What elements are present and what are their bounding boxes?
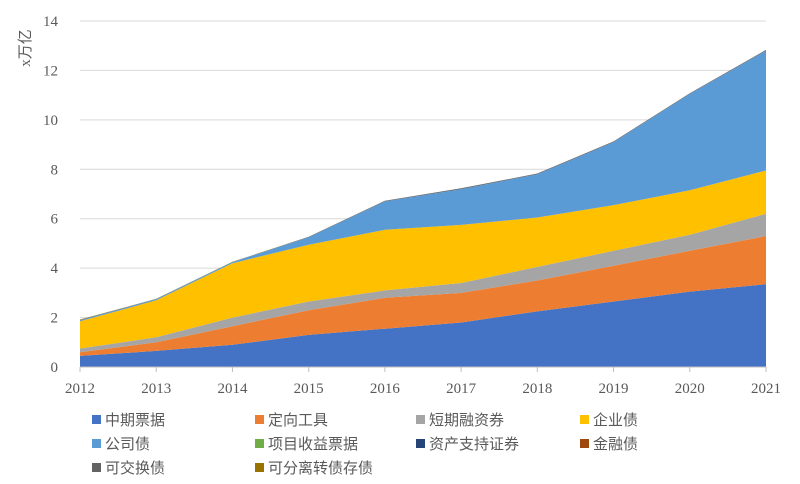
plot-areas [80, 49, 766, 367]
legend-label: 可交换债 [105, 459, 166, 477]
legend-swatch [92, 439, 101, 448]
legend-swatch [255, 439, 264, 448]
area-series [80, 236, 766, 356]
legend-label: 金融债 [593, 435, 639, 453]
legend-label: 项目收益票据 [268, 435, 359, 453]
x-tick-label: 2016 [370, 381, 401, 397]
y-tick-label: 6 [51, 212, 59, 228]
legend-label: 资产支持证券 [429, 435, 520, 453]
y-tick-label: 2 [51, 311, 59, 327]
x-tick-label: 2019 [599, 381, 629, 397]
legend-item: 短期融资券 [416, 409, 504, 430]
legend-item: 资产支持证券 [416, 433, 519, 454]
legend-swatch [255, 415, 264, 424]
x-tick-label: 2018 [522, 381, 552, 397]
legend-label: 中期票据 [105, 411, 166, 429]
legend-item: 金融债 [580, 433, 638, 454]
legend-item: 项目收益票据 [255, 433, 358, 454]
area-series [80, 50, 766, 322]
legend-swatch [580, 415, 589, 424]
legend-label: 定向工具 [268, 411, 329, 429]
x-tick-label: 2014 [217, 381, 248, 397]
y-axis-label: x万亿 [17, 29, 34, 67]
x-tick-label: 2013 [141, 381, 171, 397]
legend-label: 短期融资券 [429, 411, 505, 429]
x-tick-label: 2021 [751, 381, 781, 397]
legend-swatch [92, 415, 101, 424]
y-tick-label: 8 [51, 162, 59, 178]
x-tick-label: 2012 [65, 381, 95, 397]
x-tick-label: 2020 [675, 381, 705, 397]
y-tick-label: 0 [51, 360, 59, 376]
legend-swatch [255, 463, 264, 472]
y-tick-label: 12 [43, 63, 58, 79]
x-tick-label: 2015 [294, 381, 324, 397]
legend-label: 企业债 [593, 411, 639, 429]
legend-item: 中期票据 [92, 409, 165, 430]
area-series [80, 170, 766, 349]
y-tick-label: 4 [51, 261, 59, 277]
legend-swatch [92, 463, 101, 472]
legend-swatch [416, 415, 425, 424]
legend-swatch [580, 439, 589, 448]
area-series [80, 213, 766, 353]
x-tick-label: 2017 [446, 381, 477, 397]
legend-label: 公司债 [105, 435, 151, 453]
legend-item: 可交换债 [92, 457, 165, 478]
y-tick-label: 10 [43, 113, 58, 129]
legend-item: 公司债 [92, 433, 150, 454]
axes: 0 2 4 6 8 10 12 14 2012 2013 2014 2015 2016 2017 2018 2… [43, 14, 781, 397]
legend-item: 企业债 [580, 409, 638, 430]
legend-label: 可分离转债存债 [268, 459, 374, 477]
legend-item: 定向工具 [255, 409, 328, 430]
chart: 0 2 4 6 8 10 12 14 2012 2013 2014 2015 2016 2017 2018 2… [17, 14, 781, 397]
legend-item: 可分离转债存债 [255, 457, 373, 478]
legend-swatch [416, 439, 425, 448]
y-tick-label: 14 [43, 14, 59, 30]
